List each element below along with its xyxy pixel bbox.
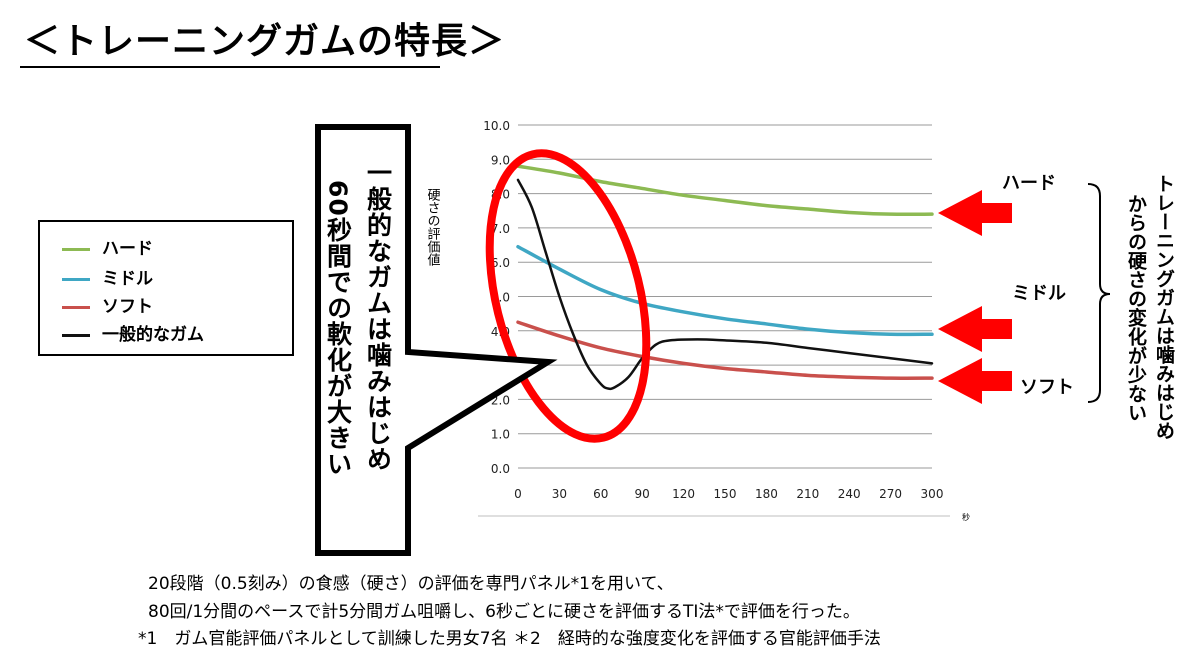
x-tick-label: 300 [921, 487, 944, 501]
legend-label-middle: ミドル [102, 269, 153, 289]
y-axis-label: 硬さの評価値 [425, 188, 441, 266]
grid-lines [518, 124, 932, 469]
right-label-middle: ミドル [1012, 283, 1066, 304]
x-tick-labels: 0 30 60 90 120 150 180 210 240 270 300 [514, 487, 943, 501]
x-tick-label: 120 [672, 487, 695, 501]
y-tick-label: 10.0 [483, 119, 510, 133]
chart-legend: ハード ミドル ソフト 一般的なガム [38, 220, 294, 356]
callout-text-col1: 一般的なガムは噛みはじめ [364, 160, 393, 472]
y-tick-label: 7.0 [491, 222, 510, 236]
x-tick-label: 210 [796, 487, 819, 501]
title-underline [20, 66, 440, 68]
x-tick-label: 0 [514, 487, 522, 501]
legend-label-regular: 一般的なガム [102, 325, 204, 345]
x-axis-label: 秒 [962, 512, 970, 522]
right-note-col1: トレーニングガムは噛みはじめ [1153, 174, 1175, 440]
legend-swatch-hard [62, 247, 90, 251]
x-tick-label: 30 [552, 487, 567, 501]
footnote-line-1: 20段階（0.5刻み）の食感（硬さ）の評価を専門パネル*1を用いて、 [148, 574, 674, 594]
right-label-soft: ソフト [1020, 377, 1074, 398]
y-tick-label: 9.0 [491, 153, 510, 167]
callout-bubble [315, 124, 558, 556]
legend-label-soft: ソフト [102, 297, 153, 317]
y-tick-label: 1.0 [491, 428, 510, 442]
right-note-col2: からの硬さの変化が少ない [1125, 194, 1148, 422]
arrow-middle [938, 306, 1012, 352]
legend-swatch-middle [62, 277, 90, 281]
y-tick-label: 0.0 [491, 462, 510, 476]
page-title: ＜トレーニングガムの特長＞ [24, 21, 506, 62]
series-line-regular-gum [516, 178, 934, 391]
highlight-ellipse [485, 149, 651, 443]
series-line-middle [516, 245, 934, 337]
series-lines [516, 164, 934, 391]
arrow-hard [938, 190, 1012, 236]
x-tick-label: 180 [755, 487, 778, 501]
callout-text-col2: 60秒間での軟化が大きい [324, 180, 353, 477]
x-tick-label: 150 [714, 487, 737, 501]
series-line-soft [516, 320, 934, 380]
x-tick-label: 240 [838, 487, 861, 501]
right-brace [1087, 183, 1111, 403]
x-tick-label: 270 [879, 487, 902, 501]
legend-item-soft: ソフト [62, 292, 153, 317]
arrow-soft [938, 358, 1012, 404]
x-tick-label: 90 [635, 487, 650, 501]
legend-item-regular: 一般的なガム [62, 320, 204, 345]
legend-item-hard: ハード [62, 234, 153, 259]
legend-swatch-regular [62, 333, 90, 337]
x-tick-label: 60 [593, 487, 608, 501]
footnote-line-2: 80回/1分間のペースで計5分間ガム咀嚼し、6秒ごとに硬さを評価するTI法*で評… [148, 602, 860, 622]
legend-item-middle: ミドル [62, 264, 153, 289]
right-label-hard: ハード [1002, 173, 1056, 194]
legend-label-hard: ハード [102, 239, 153, 259]
y-tick-label: 6.0 [491, 256, 510, 270]
legend-swatch-soft [62, 305, 90, 309]
footnote-line-3: *1 ガム官能評価パネルとして訓練した男女7名 ＊2 経時的な強度変化を評価する… [138, 629, 881, 649]
